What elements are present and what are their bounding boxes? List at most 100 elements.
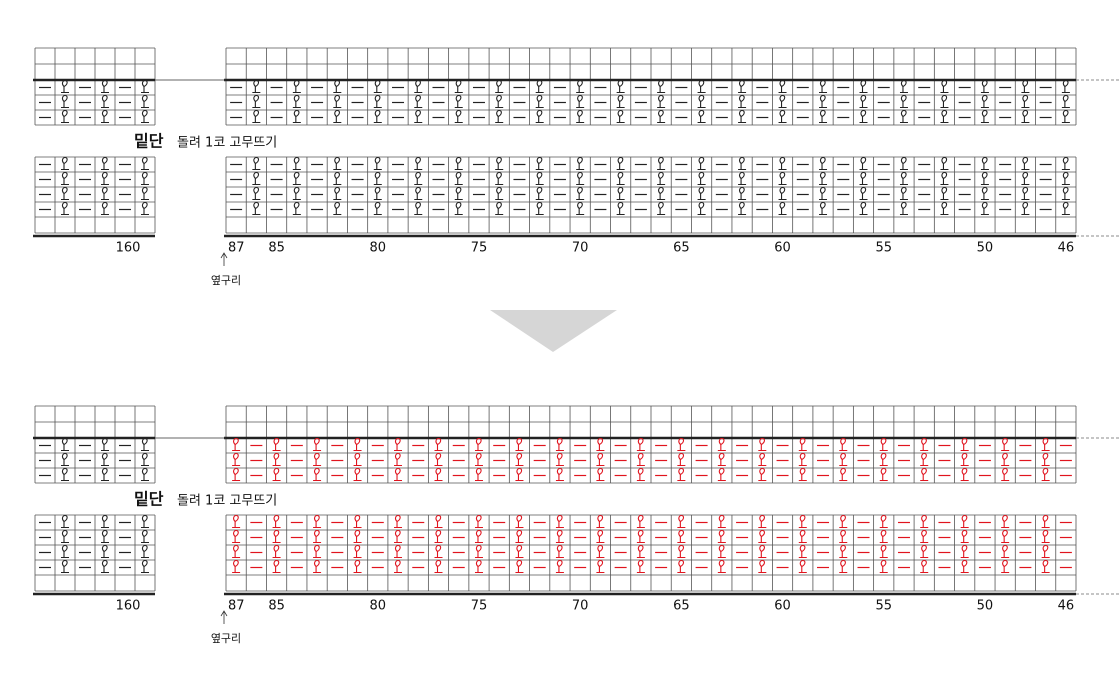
- twisted-knit-symbol: [960, 529, 969, 544]
- twisted-knit-symbol: [101, 437, 109, 452]
- twisted-knit-symbol: [515, 467, 524, 482]
- twisted-knit-symbol: [515, 514, 524, 529]
- twisted-knit-symbol: [61, 467, 69, 482]
- twisted-knit-symbol: [414, 171, 423, 186]
- twisted-knit-symbol: [232, 529, 241, 544]
- twisted-knit-symbol: [141, 452, 149, 467]
- twisted-knit-symbol: [1061, 186, 1070, 201]
- twisted-knit-symbol: [515, 559, 524, 574]
- twisted-knit-symbol: [697, 109, 706, 124]
- twisted-knit-symbol: [960, 467, 969, 482]
- column-label: 60: [774, 599, 791, 614]
- twisted-knit-symbol: [859, 186, 868, 201]
- twisted-knit-symbol: [940, 171, 949, 186]
- twisted-knit-symbol: [1021, 156, 1030, 171]
- twisted-knit-symbol: [454, 186, 463, 201]
- twisted-knit-symbol: [1021, 109, 1030, 124]
- twisted-knit-symbol: [555, 544, 564, 559]
- twisted-knit-symbol: [454, 94, 463, 109]
- twisted-knit-symbol: [555, 514, 564, 529]
- column-label: 60: [774, 241, 791, 256]
- twisted-knit-symbol: [232, 514, 241, 529]
- twisted-knit-symbol: [232, 452, 241, 467]
- twisted-knit-symbol: [495, 201, 504, 216]
- twisted-knit-symbol: [636, 514, 645, 529]
- twisted-knit-symbol: [272, 529, 281, 544]
- twisted-knit-symbol: [697, 156, 706, 171]
- twisted-knit-symbol: [697, 171, 706, 186]
- twisted-knit-symbol: [414, 156, 423, 171]
- twisted-knit-symbol: [657, 171, 666, 186]
- twisted-knit-symbol: [141, 544, 149, 559]
- twisted-knit-symbol: [313, 437, 322, 452]
- twisted-knit-symbol: [101, 79, 109, 94]
- twisted-knit-symbol: [758, 467, 767, 482]
- section-title: 밑단: [134, 132, 164, 151]
- twisted-knit-symbol: [819, 156, 828, 171]
- twisted-knit-symbol: [980, 156, 989, 171]
- twisted-knit-symbol: [920, 467, 929, 482]
- twisted-knit-symbol: [899, 94, 908, 109]
- twisted-knit-symbol: [576, 94, 585, 109]
- twisted-knit-symbol: [798, 559, 807, 574]
- twisted-knit-symbol: [879, 514, 888, 529]
- twisted-knit-symbol: [1041, 544, 1050, 559]
- twisted-knit-symbol: [1001, 514, 1010, 529]
- twisted-knit-symbol: [101, 544, 109, 559]
- twisted-knit-symbol: [373, 186, 382, 201]
- twisted-knit-symbol: [292, 201, 301, 216]
- twisted-knit-symbol: [758, 559, 767, 574]
- twisted-knit-symbol: [474, 529, 483, 544]
- twisted-knit-symbol: [353, 514, 362, 529]
- twisted-knit-symbol: [101, 452, 109, 467]
- twisted-knit-symbol: [859, 171, 868, 186]
- twisted-knit-symbol: [1061, 156, 1070, 171]
- twisted-knit-symbol: [960, 452, 969, 467]
- column-label: 80: [370, 241, 387, 256]
- twisted-knit-symbol: [940, 79, 949, 94]
- twisted-knit-symbol: [717, 544, 726, 559]
- twisted-knit-symbol: [778, 94, 787, 109]
- twisted-knit-symbol: [697, 186, 706, 201]
- twisted-knit-symbol: [232, 467, 241, 482]
- twisted-knit-symbol: [454, 156, 463, 171]
- twisted-knit-symbol: [61, 514, 69, 529]
- twisted-knit-symbol: [899, 201, 908, 216]
- twisted-knit-symbol: [394, 529, 403, 544]
- column-label: 55: [875, 599, 892, 614]
- twisted-knit-symbol: [292, 79, 301, 94]
- twisted-knit-symbol: [738, 186, 747, 201]
- twisted-knit-symbol: [535, 94, 544, 109]
- twisted-knit-symbol: [61, 79, 69, 94]
- twisted-knit-symbol: [292, 94, 301, 109]
- twisted-knit-symbol: [1041, 452, 1050, 467]
- twisted-knit-symbol: [313, 452, 322, 467]
- twisted-knit-symbol: [232, 437, 241, 452]
- twisted-knit-symbol: [353, 529, 362, 544]
- chart-panel: 밑단 돌려 1코 고무뜨기 160 87 85 80 75 70 65 60 55 50 46 옆구리: [33, 405, 1119, 645]
- twisted-knit-symbol: [474, 514, 483, 529]
- twisted-knit-symbol: [596, 529, 605, 544]
- twisted-knit-symbol: [292, 109, 301, 124]
- twisted-knit-symbol: [1041, 529, 1050, 544]
- twisted-knit-symbol: [515, 452, 524, 467]
- twisted-knit-symbol: [434, 559, 443, 574]
- twisted-knit-symbol: [252, 94, 261, 109]
- twisted-knit-symbol: [839, 437, 848, 452]
- twisted-knit-symbol: [454, 171, 463, 186]
- twisted-knit-symbol: [61, 201, 69, 216]
- twisted-knit-symbol: [738, 79, 747, 94]
- twisted-knit-symbol: [636, 452, 645, 467]
- twisted-knit-symbol: [555, 529, 564, 544]
- twisted-knit-symbol: [535, 171, 544, 186]
- twisted-knit-symbol: [1061, 109, 1070, 124]
- twisted-knit-symbol: [596, 452, 605, 467]
- twisted-knit-symbol: [353, 559, 362, 574]
- column-label: 65: [673, 241, 690, 256]
- side-arrow: [220, 252, 228, 266]
- twisted-knit-symbol: [636, 437, 645, 452]
- twisted-knit-symbol: [252, 156, 261, 171]
- twisted-knit-symbol: [141, 437, 149, 452]
- twisted-knit-symbol: [980, 186, 989, 201]
- twisted-knit-symbol: [555, 559, 564, 574]
